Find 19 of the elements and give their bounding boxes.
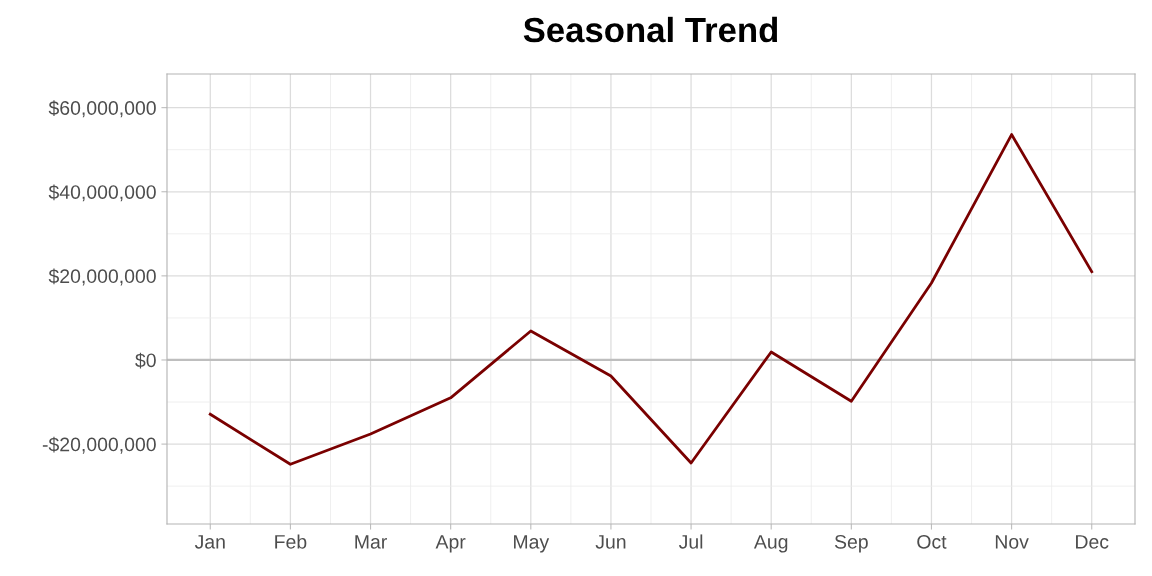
x-tick-label: Mar <box>355 535 387 549</box>
chart-title: Seasonal Trend <box>523 16 778 43</box>
y-tick-label: $60,000,000 <box>48 100 156 118</box>
x-tick-label: Jun <box>595 535 626 549</box>
x-tick-label: Nov <box>995 535 1029 549</box>
x-tick-label: Oct <box>917 534 947 549</box>
x-tick-label: Aug <box>753 535 788 553</box>
y-tick-label: $20,000,000 <box>48 268 156 286</box>
x-tick-label: Feb <box>275 534 307 549</box>
x-tick-label: Dec <box>1076 535 1109 549</box>
x-tick-label: Sep <box>834 534 868 553</box>
x-tick-label: Jul <box>678 534 703 549</box>
y-tick-label: $40,000,000 <box>48 184 156 202</box>
line-series <box>208 133 1094 466</box>
x-tick-label: Apr <box>435 535 466 553</box>
x-tick-label: May <box>514 535 550 553</box>
y-tick-label: $0 <box>135 352 156 369</box>
y-tick-label: -$20,000,000 <box>42 436 156 454</box>
x-tick-label: Jan <box>194 535 225 549</box>
